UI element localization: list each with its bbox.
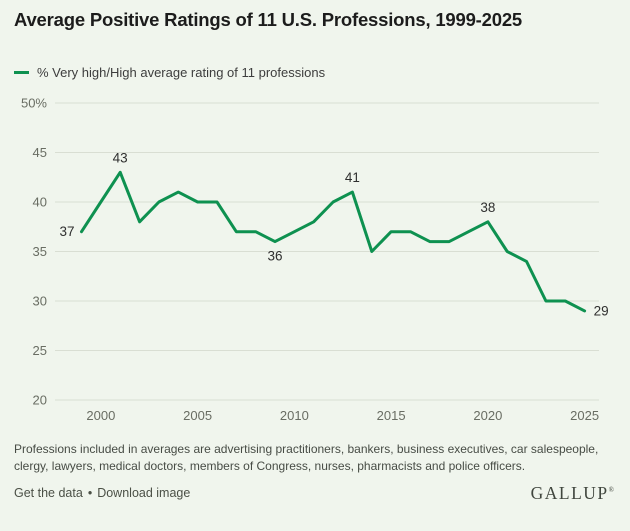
point-label: 36	[267, 249, 282, 264]
gallup-logo-text: GALLUP	[530, 483, 609, 503]
y-tick-label: 20	[33, 393, 47, 408]
y-tick-label: 25	[33, 343, 47, 358]
registered-mark: ®	[608, 486, 614, 495]
point-label: 41	[345, 170, 360, 185]
x-tick-label: 2020	[473, 408, 502, 423]
page-title: Average Positive Ratings of 11 U.S. Prof…	[14, 9, 522, 30]
y-tick-label: 30	[33, 294, 47, 309]
legend-label: % Very high/High average rating of 11 pr…	[37, 65, 326, 80]
footer-separator: •	[87, 486, 93, 500]
download-image-link[interactable]: Download image	[97, 486, 191, 500]
chart-footnote: Professions included in averages are adv…	[14, 442, 599, 473]
chart-legend: % Very high/High average rating of 11 pr…	[14, 65, 325, 80]
x-tick-label: 2015	[377, 408, 406, 423]
point-label: 38	[480, 200, 495, 215]
y-tick-label: 35	[33, 244, 47, 259]
legend-line-swatch	[14, 71, 29, 74]
x-tick-label: 2010	[280, 408, 309, 423]
x-tick-label: 2000	[86, 408, 115, 423]
footer-links: Get the data • Download image	[14, 486, 190, 500]
gallup-logo: GALLUP®	[531, 483, 614, 504]
point-label: 29	[594, 303, 609, 318]
get-the-data-link[interactable]: Get the data	[14, 486, 83, 500]
data-series-line	[80, 170, 587, 313]
x-tick-label: 2025	[570, 408, 599, 423]
y-tick-label: 45	[33, 145, 47, 160]
line-chart: 50% 45 40 35 30 25 20 2000 2005 2010 2015 2020 2025 3…	[21, 96, 609, 424]
y-tick-label: 40	[33, 195, 47, 210]
point-label: 37	[59, 224, 74, 239]
y-tick-label: 50%	[21, 96, 47, 111]
point-label: 43	[113, 150, 128, 165]
x-tick-label: 2005	[183, 408, 212, 423]
